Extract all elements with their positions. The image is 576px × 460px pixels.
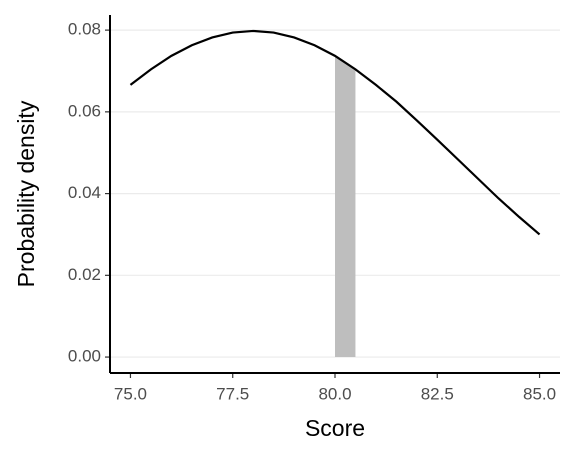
y-tick-label: 0.08 (68, 20, 101, 39)
x-axis-title: Score (305, 415, 365, 441)
x-tick-label: 82.5 (421, 384, 454, 403)
density-line (129, 29, 541, 236)
y-tick-label: 0.04 (68, 183, 101, 202)
x-tick-label: 85.0 (523, 384, 556, 403)
highlight-area (335, 55, 356, 358)
y-tick-label: 0.00 (68, 347, 101, 366)
x-tick-label: 80.0 (318, 384, 351, 403)
x-tick-label: 77.5 (216, 384, 249, 403)
y-tick-label: 0.02 (68, 265, 101, 284)
y-tick-label: 0.06 (68, 101, 101, 120)
y-axis-title: Probability density (13, 100, 39, 287)
x-tick-label: 75.0 (114, 384, 147, 403)
